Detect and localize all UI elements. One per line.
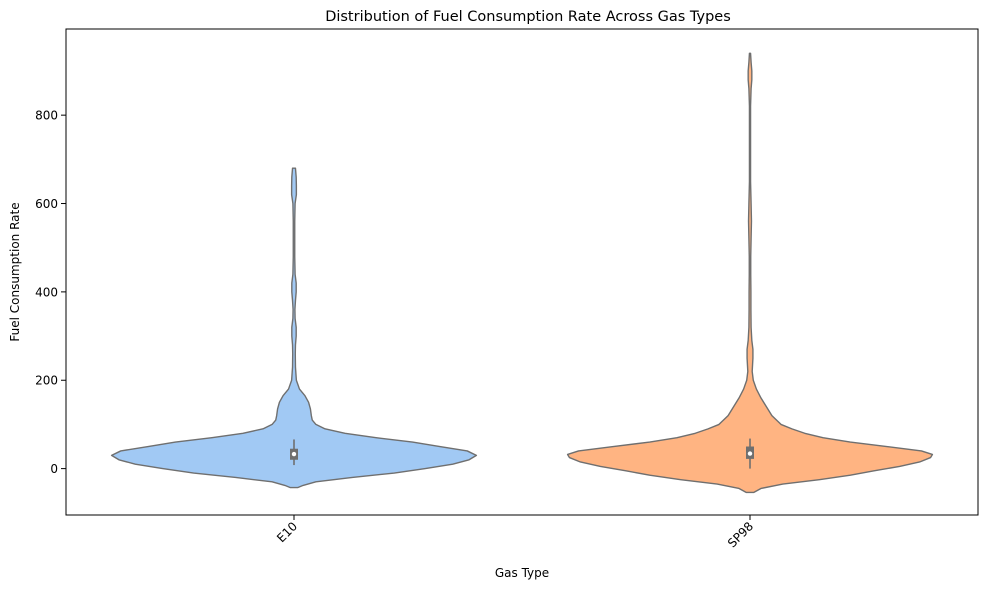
violin-e10 xyxy=(110,167,478,489)
y-tick-label: 800 xyxy=(35,109,58,123)
y-axis-label: Fuel Consumption Rate xyxy=(8,202,22,341)
violin-median-e10 xyxy=(291,451,297,457)
y-tick-label: 0 xyxy=(50,462,58,476)
x-axis: E10 SP98 xyxy=(274,515,756,550)
chart-title: Distribution of Fuel Consumption Rate Ac… xyxy=(325,9,731,25)
x-tick-label-sp98: SP98 xyxy=(725,519,756,550)
violin-median-sp98 xyxy=(747,451,753,456)
violin-sp98 xyxy=(566,52,934,494)
y-tick-label: 600 xyxy=(35,197,58,211)
plot-frame xyxy=(65,28,979,516)
y-tick-label: 400 xyxy=(35,285,58,299)
y-tick-label: 200 xyxy=(35,374,58,388)
plot-area xyxy=(110,52,934,494)
x-tick-label-e10: E10 xyxy=(274,519,300,545)
x-axis-label: Gas Type xyxy=(495,566,549,580)
y-axis: 0 200 400 600 800 xyxy=(35,109,66,476)
